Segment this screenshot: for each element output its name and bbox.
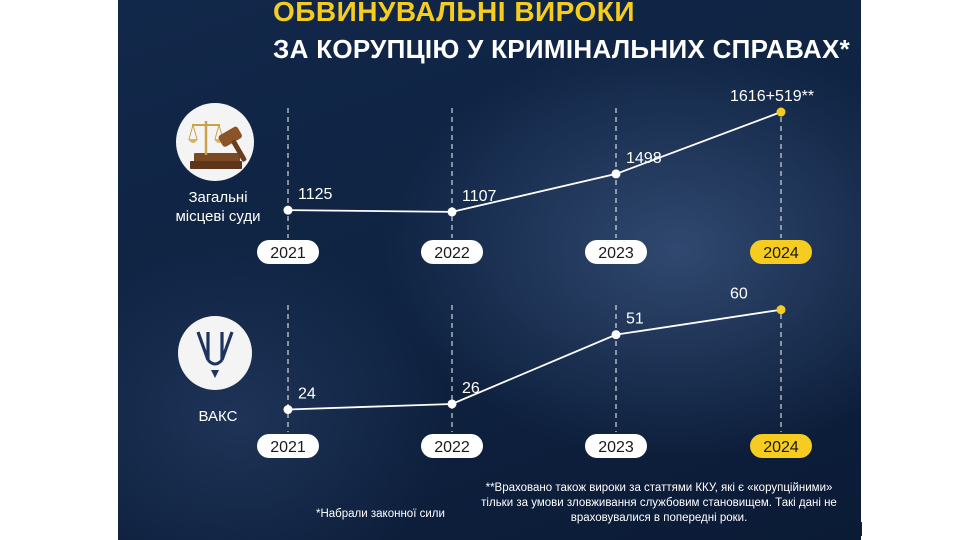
- title-line-1: ОБВИНУВАЛЬНІ ВИРОКИ: [273, 0, 635, 27]
- x-tick-label-2023: 2023: [598, 439, 634, 456]
- year-pill-bg: [585, 240, 647, 264]
- year-pill-2023: 2023: [585, 434, 647, 458]
- x-tick-label-2024: 2024: [763, 439, 799, 456]
- year-pill-bg: [421, 434, 483, 458]
- series-line: [287, 308, 782, 411]
- data-point-2024: [776, 107, 786, 117]
- title-line-2: ЗА КОРУПЦІЮ У КРИМІНАЛЬНИХ СПРАВАХ*: [273, 34, 851, 64]
- data-label-2023: 1498: [626, 150, 662, 167]
- x-tick-label-2022: 2022: [434, 439, 470, 456]
- data-point-2021: [283, 205, 293, 215]
- year-pill-bg: [585, 434, 647, 458]
- data-label-2021: 24: [298, 386, 316, 403]
- year-pill-2021: 2021: [257, 434, 319, 458]
- year-pill-2024: 2024: [750, 434, 812, 458]
- data-label-2023: 51: [626, 311, 644, 328]
- data-label-2024: 1616+519**: [730, 88, 814, 105]
- data-point-2024: [776, 305, 786, 315]
- data-point-2021: [283, 405, 293, 415]
- year-pill-bg: [421, 240, 483, 264]
- data-label-2021: 1125: [298, 186, 333, 203]
- x-tick-label-2021: 2021: [270, 245, 306, 262]
- edge-marker: [861, 522, 862, 536]
- data-label-2024: 60: [730, 286, 748, 303]
- year-pill-bg: [750, 240, 812, 264]
- data-point-2022: [447, 207, 457, 217]
- year-pill-2021: 2021: [257, 240, 319, 264]
- data-point-2023: [611, 169, 621, 179]
- chart-1: 1125 1107 1498 1616+519** 2021 2022 2023 2024: [257, 88, 814, 264]
- year-pill-bg: [257, 240, 319, 264]
- x-tick-label-2023: 2023: [598, 245, 634, 262]
- year-pill-2022: 2022: [421, 240, 483, 264]
- data-label-2022: 26: [462, 380, 480, 397]
- hacc-emblem-icon: [178, 316, 252, 390]
- year-pill-2024: 2024: [750, 240, 812, 264]
- x-tick-label-2022: 2022: [434, 245, 470, 262]
- x-tick-label-2021: 2021: [270, 439, 306, 456]
- data-point-2023: [611, 330, 621, 340]
- year-pill-bg: [750, 434, 812, 458]
- footnote-double-star: **Враховано також вироки за статтями ККУ…: [481, 482, 837, 524]
- x-tick-label-2024: 2024: [763, 245, 799, 262]
- year-pill-bg: [257, 434, 319, 458]
- data-label-2022: 1107: [462, 188, 497, 205]
- year-pill-2023: 2023: [585, 240, 647, 264]
- data-point-2022: [447, 399, 457, 409]
- footnote-single-star: *Набрали законної сили: [316, 508, 445, 520]
- chart-2-series-caption: ВАКС: [198, 408, 238, 425]
- chart-2: 24 26 51 60 2021 2022 2023 2024: [257, 286, 812, 458]
- series-line: [287, 111, 782, 213]
- chart-1-series-caption: Загальні місцеві суди: [175, 189, 261, 225]
- infographic-panel: ОБВИНУВАЛЬНІ ВИРОКИ ЗА КОРУПЦІЮ У КРИМІН…: [118, 0, 861, 540]
- year-pill-2022: 2022: [421, 434, 483, 458]
- scales-gavel-icon: [176, 103, 254, 181]
